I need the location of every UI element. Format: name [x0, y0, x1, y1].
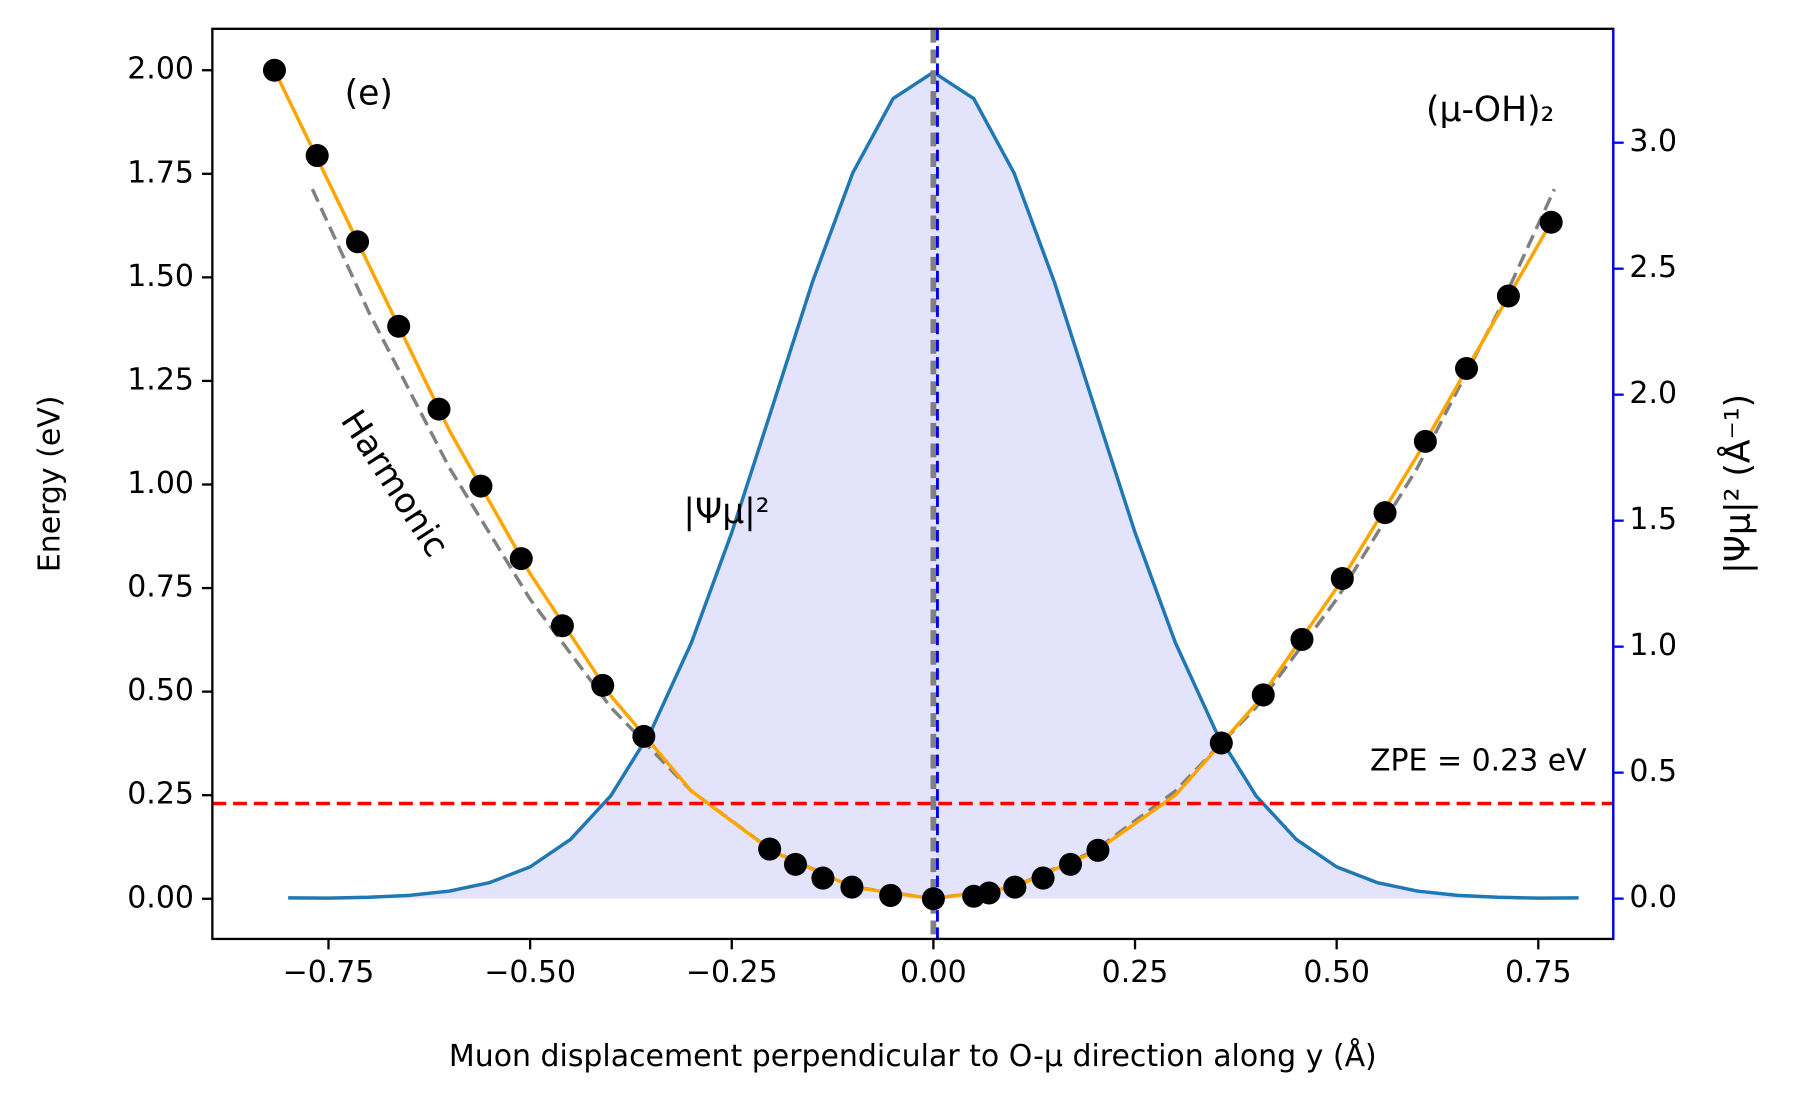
y-tick-label: 0.75	[127, 570, 194, 605]
data-point	[1251, 683, 1275, 707]
y2-tick-label: 2.5	[1629, 250, 1677, 285]
data-point	[1330, 567, 1354, 591]
data-point	[811, 866, 835, 890]
y2-tick-label: 3.0	[1629, 124, 1677, 159]
y2-tick-label: 2.0	[1629, 376, 1677, 411]
data-point	[1209, 731, 1233, 755]
annotation: |Ψμ|²	[683, 492, 769, 532]
y-tick-label: 1.50	[127, 259, 194, 294]
x-tick-label: −0.75	[283, 955, 375, 990]
data-point	[550, 614, 574, 638]
x-tick-label: 0.25	[1102, 955, 1169, 990]
y-tick-label: 1.25	[127, 362, 194, 397]
data-point	[1003, 875, 1027, 899]
y2-tick-label: 1.5	[1629, 502, 1677, 537]
data-point	[262, 58, 286, 82]
y-tick-label: 1.75	[127, 155, 194, 190]
data-point	[591, 673, 615, 697]
y-tick-label: 2.00	[127, 52, 194, 87]
x-tick-label: 0.50	[1303, 955, 1370, 990]
data-point	[977, 881, 1001, 905]
data-point	[758, 837, 782, 861]
data-point	[427, 397, 451, 421]
data-point	[783, 852, 807, 876]
data-point	[469, 474, 493, 498]
x-tick-label: 0.00	[900, 955, 967, 990]
data-point	[921, 887, 945, 911]
x-tick-label: −0.50	[484, 955, 576, 990]
data-point	[1086, 838, 1110, 862]
data-point	[1058, 852, 1083, 876]
x-axis-label: Muon displacement perpendicular to O-μ d…	[449, 1038, 1377, 1074]
data-point	[1031, 866, 1055, 890]
y-tick-label: 0.50	[127, 673, 194, 708]
y-tick-label: 0.00	[127, 880, 194, 915]
y-axis-label: Energy (eV)	[33, 396, 68, 573]
annotation: (e)	[345, 74, 393, 114]
data-point	[879, 883, 903, 907]
y2-tick-label: 1.0	[1629, 628, 1677, 663]
y2-tick-label: 0.5	[1629, 754, 1677, 789]
x-tick-label: −0.25	[686, 955, 778, 990]
annotation: Harmonic	[332, 403, 456, 564]
data-point	[509, 547, 533, 571]
data-point	[1413, 429, 1437, 453]
data-point	[632, 724, 656, 748]
data-point	[1290, 627, 1314, 651]
data-point	[346, 230, 370, 254]
data-point	[305, 144, 329, 168]
annotation: (μ-OH)₂	[1426, 90, 1554, 130]
y-tick-label: 0.25	[127, 777, 194, 812]
data-point	[1373, 501, 1397, 525]
data-point	[1496, 284, 1520, 308]
y2-axis-label: |Ψμ|² (Å⁻¹)	[1718, 394, 1759, 574]
data-point	[387, 314, 411, 338]
data-point	[1454, 356, 1479, 381]
data-point	[1539, 210, 1563, 234]
data-point	[840, 875, 864, 899]
annotation: ZPE = 0.23 eV	[1370, 744, 1587, 779]
x-tick-label: 0.75	[1505, 955, 1572, 990]
y2-tick-label: 0.0	[1629, 880, 1677, 915]
y-tick-label: 1.00	[127, 466, 194, 501]
